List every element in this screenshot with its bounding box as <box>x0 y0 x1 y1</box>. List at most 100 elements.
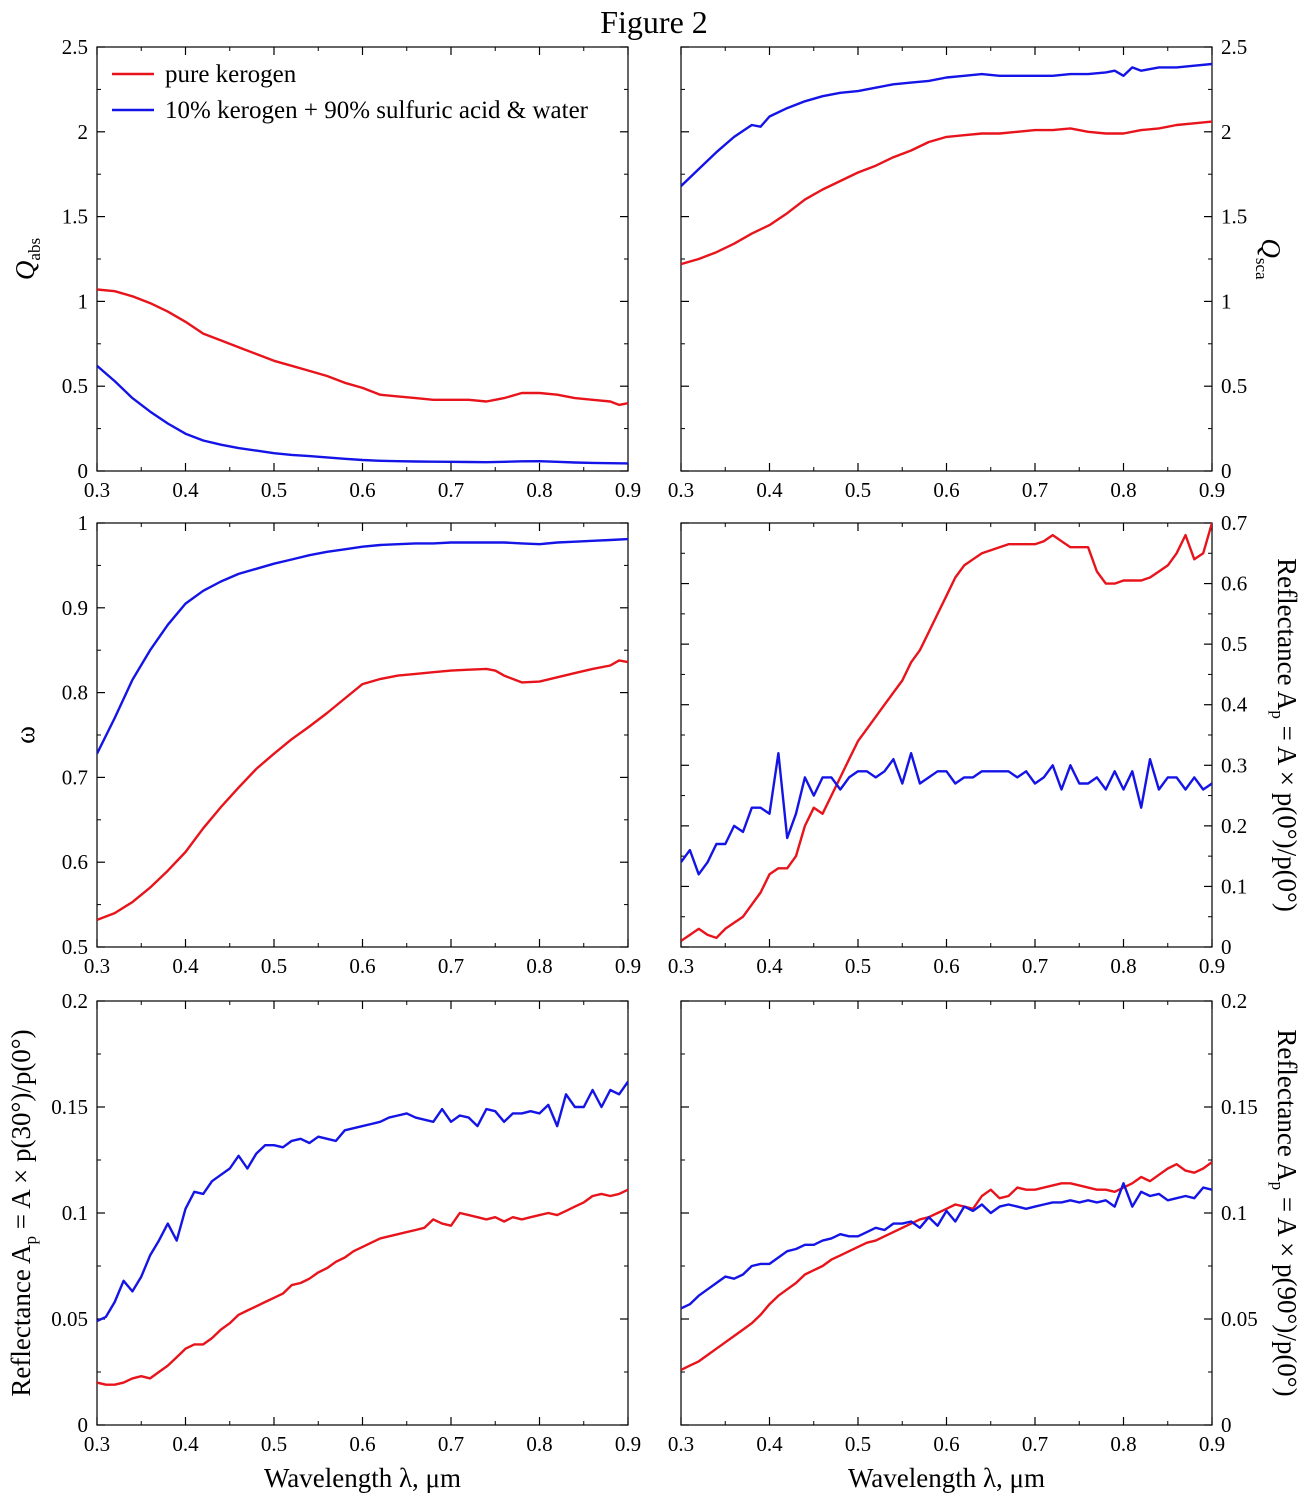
x-tick-label: 0.3 <box>668 954 694 978</box>
y-tick-label: 0.6 <box>62 850 88 874</box>
y-tick-label: 0 <box>1221 1413 1232 1437</box>
x-tick-label: 0.6 <box>933 1432 959 1456</box>
series-line-kerogen-sulfuric-mix <box>681 752 1212 876</box>
x-tick-label: 0.4 <box>756 954 783 978</box>
x-tick-label: 0.6 <box>933 478 959 502</box>
y-tick-label: 0.6 <box>1221 572 1247 596</box>
y-tick-label: 0 <box>1221 459 1232 483</box>
x-tick-label: 0.4 <box>756 1432 783 1456</box>
y-tick-label: 0.05 <box>51 1307 88 1331</box>
x-tick-label: 0.8 <box>526 1432 552 1456</box>
series-line-pure-kerogen <box>681 522 1212 942</box>
y-tick-label: 1 <box>78 511 89 535</box>
x-tick-label: 0.7 <box>438 1432 464 1456</box>
y-tick-label: 0 <box>78 459 89 483</box>
x-tick-label: 0.5 <box>261 954 287 978</box>
y-tick-label: 0.2 <box>62 989 88 1013</box>
y-axis-label: Reflectance Ap = A × p(90°)/p(0°) <box>1268 1029 1302 1396</box>
x-tick-label: 0.9 <box>1199 1432 1225 1456</box>
y-tick-label: 0.5 <box>1221 374 1247 398</box>
x-tick-label: 0.5 <box>845 478 871 502</box>
y-axis-label: ω <box>10 726 40 744</box>
x-tick-label: 0.8 <box>526 954 552 978</box>
y-tick-label: 0.2 <box>1221 989 1247 1013</box>
x-tick-label: 0.9 <box>1199 954 1225 978</box>
plot-frame <box>680 522 1213 948</box>
y-axis-label: Qabs <box>10 238 44 280</box>
y-tick-label: 0.9 <box>62 596 88 620</box>
y-tick-label: 1.5 <box>1221 205 1247 229</box>
chart-panel-bottom-left: 0.3 0.4 0.5 0.6 0.7 0.8 0.9 0 0.05 0.1 0.15 0.2 Wave… <box>6 989 641 1493</box>
y-tick-label: 0.15 <box>51 1095 88 1119</box>
plot-frame <box>96 522 629 948</box>
y-axis-label: Qsca <box>1252 238 1286 280</box>
y-axis-label: Reflectance Ap = A × p(30°)/p(0°) <box>6 1029 40 1396</box>
y-tick-label: 0.1 <box>62 1201 88 1225</box>
x-tick-label: 0.7 <box>438 478 464 502</box>
x-tick-label: 0.4 <box>756 478 783 502</box>
y-tick-label: 0 <box>1221 935 1232 959</box>
x-tick-label: 0.7 <box>1022 478 1048 502</box>
y-tick-label: 0.15 <box>1221 1095 1258 1119</box>
x-axis-label: Wavelength λ, μm <box>848 1463 1045 1493</box>
x-tick-label: 0.9 <box>615 954 641 978</box>
x-tick-label: 0.3 <box>84 1432 110 1456</box>
chart-panel-bottom-right: 0.3 0.4 0.5 0.6 0.7 0.8 0.90 0.05 0.1 0.15 0.2 Wave… <box>668 989 1302 1493</box>
y-tick-label: 0.4 <box>1221 693 1248 717</box>
x-tick-label: 0.5 <box>845 954 871 978</box>
series-line-kerogen-sulfuric-mix <box>97 1080 628 1323</box>
y-tick-label: 1 <box>78 289 89 313</box>
y-tick-label: 2 <box>78 120 89 144</box>
series-line-kerogen-sulfuric-mix <box>681 1182 1212 1310</box>
x-tick-label: 0.5 <box>261 478 287 502</box>
y-tick-label: 0.5 <box>62 374 88 398</box>
x-tick-label: 0.4 <box>172 954 199 978</box>
series-line-pure-kerogen <box>97 288 628 407</box>
series-line-kerogen-sulfuric-mix <box>681 62 1212 187</box>
x-tick-label: 0.6 <box>933 954 959 978</box>
x-tick-label: 0.3 <box>668 478 694 502</box>
chart-panel-middle-right: 0.3 0.4 0.5 0.6 0.7 0.8 0.90 0.1 0.2 0.3 0.4 0.5 0.6… <box>668 511 1302 978</box>
legend-label: 10% kerogen + 90% sulfuric acid & water <box>165 97 589 124</box>
legend: pure kerogen 10% kerogen + 90% sulfuric a… <box>112 61 589 124</box>
x-tick-label: 0.6 <box>349 1432 375 1456</box>
x-tick-label: 0.8 <box>526 478 552 502</box>
x-tick-label: 0.9 <box>1199 478 1225 502</box>
series-line-pure-kerogen <box>97 659 628 922</box>
y-tick-label: 0.3 <box>1221 753 1247 777</box>
series-line-kerogen-sulfuric-mix <box>97 364 628 465</box>
plot-frame <box>680 46 1213 472</box>
x-tick-label: 0.8 <box>1110 1432 1136 1456</box>
series-line-pure-kerogen <box>681 1161 1212 1371</box>
legend-label: pure kerogen <box>165 61 297 88</box>
y-axis-label: Reflectance Ap = A × p(0°)/p(0°) <box>1268 558 1302 912</box>
y-tick-label: 2.5 <box>1221 35 1247 59</box>
x-tick-label: 0.7 <box>1022 1432 1048 1456</box>
series-line-pure-kerogen <box>681 120 1212 266</box>
x-tick-label: 0.7 <box>1022 954 1048 978</box>
chart-panel-top-left: 0.3 0.4 0.5 0.6 0.7 0.8 0.9 0 0.5 1 1.5 2 2.5 Qabs pur… <box>10 35 641 502</box>
series-line-kerogen-sulfuric-mix <box>97 537 628 755</box>
y-tick-label: 2 <box>1221 120 1232 144</box>
y-tick-label: 2.5 <box>62 35 88 59</box>
x-tick-label: 0.4 <box>172 478 199 502</box>
x-tick-label: 0.6 <box>349 954 375 978</box>
x-tick-label: 0.6 <box>349 478 375 502</box>
y-tick-label: 0.05 <box>1221 1307 1258 1331</box>
x-tick-label: 0.7 <box>438 954 464 978</box>
y-tick-label: 0.5 <box>62 935 88 959</box>
chart-panel-top-right: 0.3 0.4 0.5 0.6 0.7 0.8 0.90 0.5 1 1.5 2 2.5 Qsca <box>668 35 1286 502</box>
y-tick-label: 0.1 <box>1221 874 1247 898</box>
x-tick-label: 0.5 <box>845 1432 871 1456</box>
y-tick-label: 0.1 <box>1221 1201 1247 1225</box>
x-tick-label: 0.9 <box>615 1432 641 1456</box>
x-axis-label: Wavelength λ, μm <box>264 1463 461 1493</box>
y-tick-label: 0 <box>78 1413 89 1437</box>
x-tick-label: 0.3 <box>668 1432 694 1456</box>
x-tick-label: 0.8 <box>1110 954 1136 978</box>
x-tick-label: 0.3 <box>84 478 110 502</box>
chart-panel-middle-left: 0.3 0.4 0.5 0.6 0.7 0.8 0.9 0.5 0.6 0.7 0.8 0.9 1 ω <box>10 511 641 978</box>
y-tick-label: 0.5 <box>1221 632 1247 656</box>
y-tick-label: 1.5 <box>62 205 88 229</box>
